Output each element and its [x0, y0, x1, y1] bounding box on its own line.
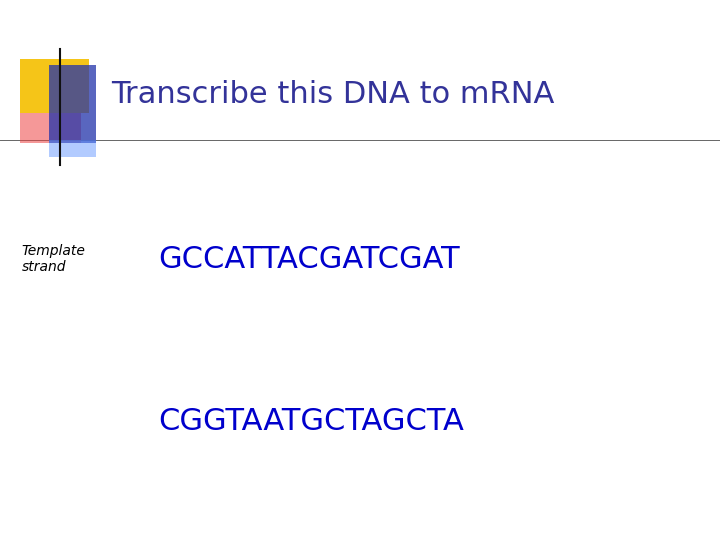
Text: GCCATTACGATCGAT: GCCATTACGATCGAT [158, 245, 460, 274]
Bar [49, 140, 96, 157]
Bar [20, 97, 81, 143]
Text: Transcribe this DNA to mRNA: Transcribe this DNA to mRNA [112, 80, 555, 109]
Bar [49, 65, 96, 143]
Bar [20, 59, 89, 113]
Text: CGGTAATGCTAGCTA: CGGTAATGCTAGCTA [158, 407, 464, 436]
Text: Template
strand: Template strand [22, 244, 86, 274]
